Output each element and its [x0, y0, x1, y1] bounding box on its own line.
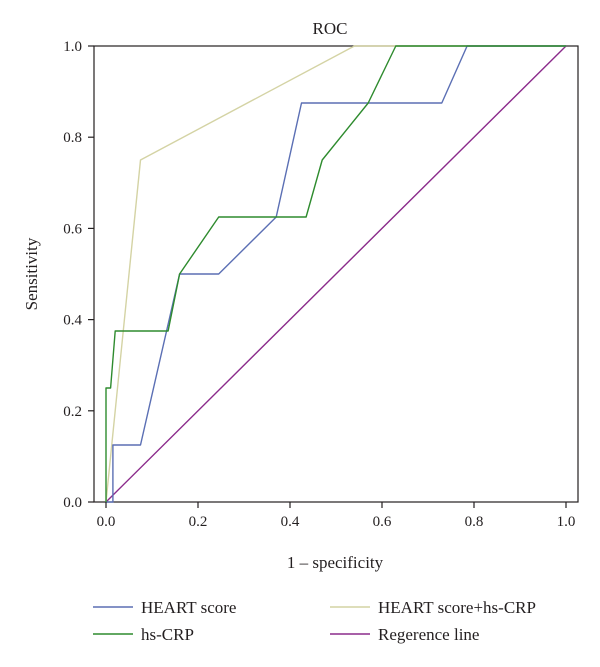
- y-tick-label: 0.2: [63, 404, 82, 420]
- x-tick-label: 0.0: [97, 514, 116, 530]
- y-tick-label: 0.4: [63, 313, 82, 329]
- series-line-hs-crp: [105, 45, 566, 502]
- x-tick-label: 0.8: [465, 514, 484, 530]
- chart-title: ROC: [313, 19, 348, 38]
- legend-label-hs-crp: hs-CRP: [141, 625, 194, 644]
- y-tick-label: 0.8: [63, 130, 82, 146]
- x-tick-label: 0.2: [189, 514, 208, 530]
- x-axis-label: 1 – specificity: [287, 553, 384, 572]
- y-tick-label: 1.0: [63, 39, 82, 55]
- y-tick-label: 0.6: [63, 221, 82, 237]
- y-axis: 0.0 0.2 0.4 0.6 0.8 1.0: [63, 39, 94, 511]
- x-axis: 0.0 0.2 0.4 0.6 0.8 1.0: [97, 502, 576, 530]
- legend: HEART score HEART score+hs-CRP hs-CRP Reger…: [93, 598, 536, 644]
- plot-frame: [93, 45, 579, 503]
- series-layer: [105, 45, 567, 503]
- series-line-regerence-line: [105, 45, 567, 503]
- plot-border: [93, 45, 579, 503]
- y-tick-label: 0.0: [63, 495, 82, 511]
- legend-label-regerence-line: Regerence line: [378, 625, 479, 644]
- legend-label-heart-score-hs-crp: HEART score+hs-CRP: [378, 598, 536, 617]
- x-tick-label: 0.4: [281, 514, 300, 530]
- x-tick-label: 1.0: [557, 514, 576, 530]
- y-axis-label: Sensitivity: [22, 237, 41, 310]
- x-tick-label: 0.6: [373, 514, 392, 530]
- legend-label-heart-score: HEART score: [141, 598, 236, 617]
- series-line-heart-score: [106, 45, 566, 503]
